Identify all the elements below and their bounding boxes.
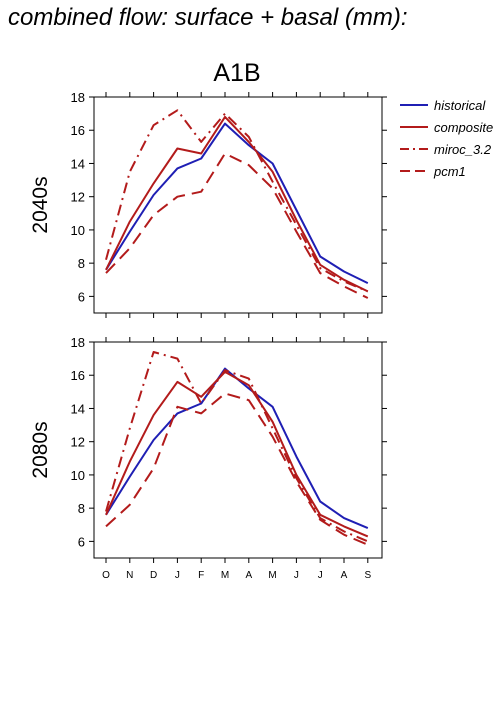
scenario-title: A1B (213, 59, 260, 87)
chart-panel-2080s: 6 8 10 12 14 16 18 O N D J F M A M J J A S 2080s (29, 335, 387, 581)
series-line-miroc_3.2 (105, 351, 369, 543)
legend-label-historical: historical (434, 98, 486, 113)
y-tick-label: 18 (71, 90, 85, 105)
x-tick-label: N (126, 570, 133, 581)
legend: historical composite miroc_3.2 pcm1 (400, 98, 493, 179)
x-tick-label: A (341, 570, 348, 581)
legend-label-composite: composite (434, 120, 493, 135)
x-tick-label: O (102, 570, 110, 581)
series-line-historical (105, 122, 369, 284)
panel-label-2040s: 2040s (29, 176, 52, 233)
x-tick-label: J (318, 570, 323, 581)
x-tick-label: S (364, 570, 371, 581)
series-line-composite (105, 115, 369, 293)
x-tick-label: J (175, 570, 180, 581)
panel-label-2080s: 2080s (29, 421, 52, 478)
y-tick-label: 10 (71, 223, 85, 238)
y-tick-label: 18 (71, 335, 85, 350)
x-tick-label: D (150, 570, 157, 581)
chart-panel-2040s: 6 8 10 12 14 16 18 2040s (29, 90, 387, 318)
y-tick-label: 8 (78, 256, 85, 271)
y-tick-label: 16 (71, 123, 85, 138)
series-line-pcm1 (105, 152, 369, 299)
y-tick-label: 10 (71, 468, 85, 483)
y-tick-label: 6 (78, 289, 85, 304)
y-tick-label: 14 (71, 401, 85, 416)
x-tick-label: J (294, 570, 299, 581)
y-tick-label: 8 (78, 501, 85, 516)
y-tick-label: 14 (71, 156, 85, 171)
series-line-composite (105, 370, 369, 538)
series-line-historical (105, 367, 369, 530)
x-tick-label: M (268, 570, 276, 581)
series-line-pcm1 (105, 392, 369, 546)
x-tick-label: F (198, 570, 204, 581)
y-tick-label: 6 (78, 534, 85, 549)
plot-frame (93, 96, 383, 314)
legend-label-pcm1: pcm1 (433, 164, 466, 179)
x-tick-label: M (221, 570, 229, 581)
plot-frame (93, 341, 383, 559)
y-tick-label: 16 (71, 368, 85, 383)
x-tick-label: A (245, 570, 252, 581)
series-line-miroc_3.2 (105, 109, 369, 293)
legend-label-miroc_3.2: miroc_3.2 (434, 142, 492, 157)
y-tick-label: 12 (71, 190, 85, 205)
figure-title: combined flow: surface + basal (mm): (8, 4, 408, 31)
y-tick-label: 12 (71, 435, 85, 450)
